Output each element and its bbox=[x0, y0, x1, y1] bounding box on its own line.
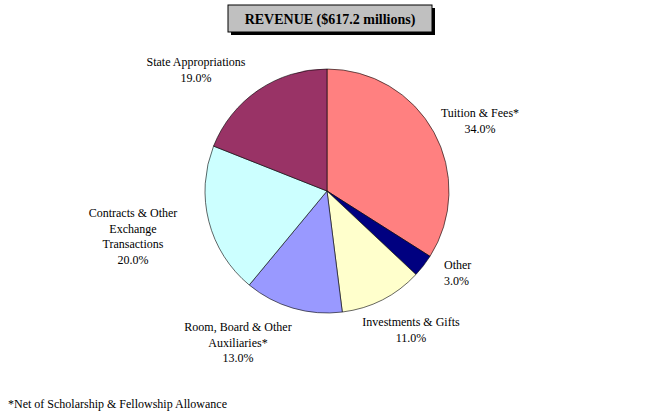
slice-label: Room, Board & OtherAuxiliaries* bbox=[184, 320, 291, 350]
pie bbox=[205, 69, 449, 313]
data-label: 3.0% bbox=[444, 274, 469, 288]
data-label: 19.0% bbox=[181, 71, 212, 85]
title-background bbox=[228, 5, 432, 32]
data-label: 11.0% bbox=[396, 331, 427, 345]
slice-label: Investments & Gifts bbox=[362, 315, 460, 329]
slice-label: Tuition & Fees* bbox=[441, 106, 519, 120]
data-label: 34.0% bbox=[465, 122, 496, 136]
slice-label: State Appropriations bbox=[147, 55, 246, 69]
title-box: REVENUE ($617.2 millions) bbox=[228, 5, 435, 35]
slice-label: Other bbox=[444, 258, 471, 272]
data-label: 13.0% bbox=[223, 351, 254, 365]
labels: Tuition & Fees* 34.0% Other 3.0% Investments… bbox=[89, 55, 519, 365]
title: REVENUE ($617.2 millions) bbox=[245, 12, 416, 28]
chart: REVENUE ($617.2 millions) Tuition & Fees*… bbox=[0, 0, 649, 420]
footnote: *Net of Scholarship & Fellowship Allowan… bbox=[8, 397, 227, 411]
data-label: 20.0% bbox=[118, 253, 149, 267]
pie-slice bbox=[327, 191, 416, 312]
pie-slice bbox=[214, 69, 327, 191]
slice-label: Contracts & OtherExchangeTransactions bbox=[89, 206, 178, 251]
